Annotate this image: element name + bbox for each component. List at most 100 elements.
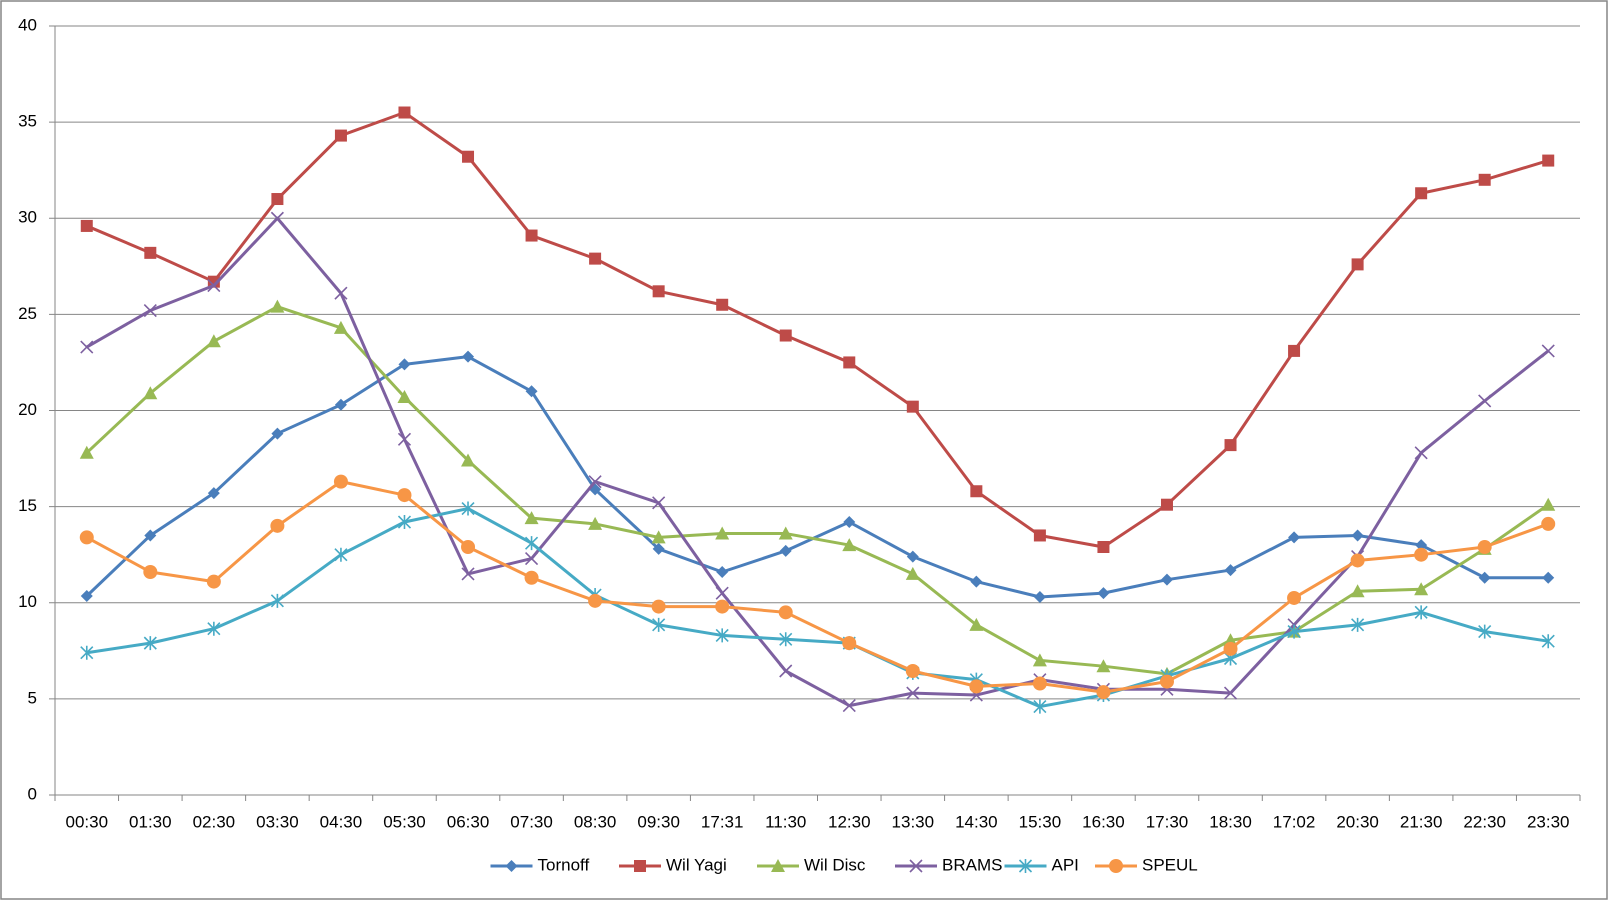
- data-point: [1415, 187, 1428, 200]
- legend-label: SPEUL: [1142, 855, 1198, 874]
- series-line: [85, 355, 1549, 599]
- x-tick-label: 04:30: [320, 812, 363, 831]
- x-tick-label: 07:30: [510, 812, 553, 831]
- legend-label: Wil Yagi: [666, 855, 727, 874]
- data-point: [270, 299, 285, 313]
- y-tick-label: 15: [18, 496, 37, 515]
- data-point: [270, 518, 285, 533]
- x-tick-label: 17:02: [1273, 812, 1316, 831]
- data-point: [1032, 676, 1047, 691]
- data-point: [970, 485, 983, 498]
- data-point: [906, 686, 920, 700]
- data-point: [779, 329, 792, 342]
- data-point: [333, 474, 348, 489]
- data-point: [1541, 497, 1556, 511]
- legend-label: Wil Disc: [804, 855, 866, 874]
- x-tick-label: 09:30: [637, 812, 680, 831]
- legend-label: API: [1052, 855, 1079, 874]
- data-point: [1032, 653, 1047, 667]
- y-tick-label: 10: [18, 592, 37, 611]
- data-point: [397, 488, 412, 503]
- x-tick-label: 14:30: [955, 812, 998, 831]
- data-point: [206, 574, 221, 589]
- data-point: [334, 547, 348, 562]
- data-point: [1477, 539, 1492, 554]
- data-point: [80, 645, 94, 660]
- data-point: [1288, 531, 1301, 544]
- x-tick-label: 16:30: [1082, 812, 1125, 831]
- x-tick-label: 02:30: [193, 812, 236, 831]
- data-point: [1096, 659, 1111, 673]
- data-point: [970, 575, 983, 588]
- data-point: [462, 350, 475, 363]
- data-point: [525, 229, 538, 242]
- data-point: [461, 567, 475, 581]
- data-point: [588, 475, 602, 489]
- data-point: [905, 663, 920, 678]
- series-line: [86, 111, 1549, 549]
- data-point: [1097, 540, 1110, 553]
- data-point: [842, 538, 857, 552]
- data-point: [525, 385, 538, 398]
- data-point: [1223, 641, 1238, 656]
- legend-marker: [505, 860, 518, 872]
- x-tick-label: 05:30: [383, 812, 426, 831]
- series-line: [85, 305, 1550, 676]
- x-tick-label: 13:30: [892, 812, 935, 831]
- legend-marker: [1018, 859, 1033, 873]
- data-point: [1478, 624, 1492, 639]
- y-tick-label: 35: [18, 112, 37, 131]
- data-point: [906, 400, 919, 413]
- y-tick-label: 30: [18, 208, 37, 227]
- data-point: [1096, 685, 1111, 700]
- data-point: [652, 496, 666, 510]
- data-point: [79, 530, 94, 545]
- y-tick-label: 40: [18, 15, 37, 34]
- data-point: [461, 539, 476, 554]
- data-point: [1351, 258, 1364, 271]
- data-point: [651, 530, 666, 544]
- data-point: [1351, 617, 1365, 632]
- data-point: [843, 356, 856, 369]
- data-point: [524, 551, 539, 566]
- data-point: [397, 515, 412, 530]
- data-point: [589, 252, 602, 265]
- x-tick-label: 00:30: [65, 812, 108, 831]
- data-point: [271, 427, 284, 440]
- data-point: [270, 593, 284, 608]
- data-point: [461, 453, 476, 467]
- data-point: [969, 679, 984, 694]
- x-tick-label: 15:30: [1019, 812, 1062, 831]
- data-point: [397, 432, 412, 446]
- data-point: [1542, 154, 1555, 167]
- x-tick-label: 12:30: [828, 812, 871, 831]
- data-point: [715, 526, 730, 540]
- data-point: [778, 605, 793, 620]
- series-line: [86, 216, 1550, 708]
- data-point: [715, 586, 729, 600]
- data-point: [1541, 634, 1555, 649]
- x-tick-label: 17:30: [1146, 812, 1189, 831]
- data-point: [1033, 529, 1046, 542]
- x-tick-label: 11:30: [765, 812, 806, 831]
- data-point: [333, 320, 348, 334]
- data-point: [398, 358, 411, 371]
- data-point: [461, 501, 475, 516]
- data-point: [207, 278, 221, 293]
- data-point: [1160, 573, 1173, 586]
- data-point: [843, 516, 856, 529]
- data-point: [652, 285, 665, 298]
- data-point: [524, 570, 539, 585]
- data-point: [207, 275, 220, 288]
- data-point: [80, 219, 93, 232]
- y-tick-label: 0: [28, 784, 37, 803]
- data-point: [842, 636, 857, 651]
- data-point: [905, 566, 920, 580]
- data-point: [206, 334, 221, 348]
- y-tick-label: 25: [18, 304, 37, 323]
- data-point: [207, 621, 221, 636]
- data-point: [1223, 686, 1238, 700]
- data-point: [524, 536, 539, 551]
- legend-marker: [771, 859, 785, 872]
